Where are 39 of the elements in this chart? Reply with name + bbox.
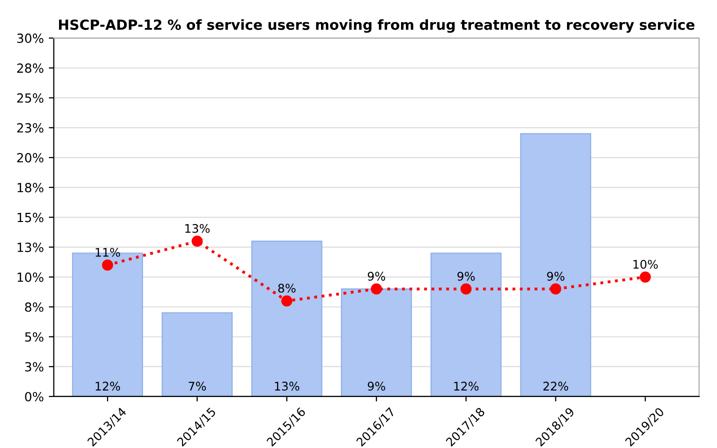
y-tick-label: 3% xyxy=(25,362,44,372)
bar xyxy=(162,312,233,396)
y-tick-label: 18% xyxy=(18,182,44,192)
y-tick-label: 30% xyxy=(17,34,44,44)
point xyxy=(102,260,114,271)
bar xyxy=(340,288,412,396)
data-label: 9% xyxy=(368,272,386,281)
data-label: 9% xyxy=(457,272,475,281)
data-label: 12% xyxy=(454,382,479,391)
point xyxy=(281,295,292,306)
data-label: 9% xyxy=(368,382,386,391)
data-label: 9% xyxy=(547,272,564,281)
y-tick-label: 0% xyxy=(25,392,44,402)
y-tick-label: 10% xyxy=(18,272,44,282)
data-label: 13% xyxy=(185,224,210,233)
point xyxy=(550,283,562,295)
point xyxy=(640,271,651,283)
data-label: 22% xyxy=(543,382,568,391)
data-label: 7% xyxy=(188,382,206,391)
bar xyxy=(430,252,502,396)
y-tick-label: 20% xyxy=(17,153,44,162)
point xyxy=(370,283,382,295)
y-tick-label: 28% xyxy=(17,63,44,73)
point xyxy=(460,283,472,295)
data-label: 8% xyxy=(278,284,296,293)
y-tick-label: 23% xyxy=(17,123,44,133)
bar xyxy=(251,240,322,396)
data-label: 10% xyxy=(633,260,658,269)
y-tick-label: 15% xyxy=(18,212,44,222)
y-tick-label: 25% xyxy=(17,93,44,103)
data-label: 12% xyxy=(96,382,120,391)
chart-title: HSCP-ADP-12 % of service users moving from drug treatment to recovery service xyxy=(59,19,694,33)
data-label: 11% xyxy=(96,248,120,257)
y-tick-label: 5% xyxy=(25,332,44,342)
data-label: 13% xyxy=(274,382,300,391)
y-tick-label: 8% xyxy=(25,302,44,312)
point xyxy=(192,236,203,247)
y-tick-label: 13% xyxy=(18,242,44,252)
bar xyxy=(520,133,592,396)
